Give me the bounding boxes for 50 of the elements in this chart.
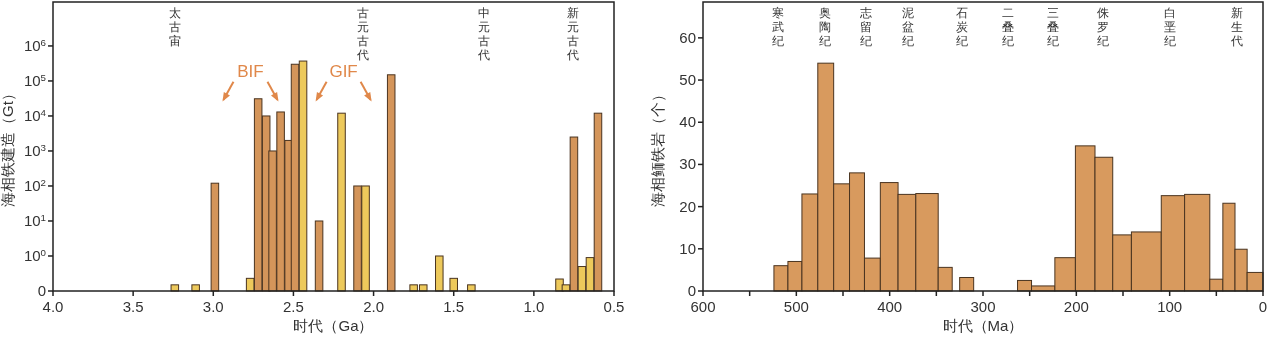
- annotation: 寒武纪: [772, 6, 785, 48]
- y-tick-label: 10$^{2}$: [23, 176, 46, 194]
- x-tick-label: 0.5: [603, 298, 625, 315]
- x-tick-label: 200: [1063, 298, 1089, 315]
- y-tick-label: 60: [679, 28, 696, 46]
- annotation: GIF: [329, 62, 358, 82]
- x-tick-label: 3.0: [202, 298, 224, 315]
- y-axis-title: 海相鲕铁岩（个）: [648, 86, 666, 207]
- x-tick-label: 3.5: [122, 298, 144, 315]
- x-axis-title: 时代（Ga）: [293, 317, 374, 334]
- y-tick-label: 10$^{5}$: [23, 71, 47, 89]
- y-tick-label: 10: [679, 239, 696, 257]
- annotation: 中元古代: [476, 6, 490, 62]
- x-axis-title: 时代（Ma）: [942, 317, 1024, 334]
- y-tick-label: 10$^{3}$: [23, 141, 46, 159]
- y-tick-label: 0: [687, 282, 696, 299]
- x-tick-label: 1.0: [523, 298, 545, 315]
- annotation: 志留纪: [859, 6, 872, 48]
- annotation: 奥陶纪: [819, 6, 832, 48]
- x-tick-label: 2.5: [283, 298, 304, 315]
- y-tick-label: 10$^{0}$: [23, 246, 47, 264]
- annotation: 侏罗纪: [1096, 6, 1109, 48]
- y-tick-label: 0: [37, 282, 46, 299]
- x-tick-label: 500: [783, 298, 809, 315]
- annotation: 太古宙: [168, 6, 181, 48]
- annotation: 白垩纪: [1164, 6, 1177, 48]
- y-axis-title: 海相铁建造（Gt）: [0, 86, 16, 207]
- y-tick-label: 40: [679, 113, 696, 131]
- y-tick-label: 10$^{4}$: [23, 106, 47, 124]
- y-tick-label: 10$^{1}$: [23, 211, 46, 229]
- annotation: 石炭纪: [956, 6, 969, 48]
- x-tick-label: 0: [1258, 298, 1268, 315]
- x-tick-label: 300: [970, 298, 996, 315]
- annotation: 新元古代: [566, 6, 580, 62]
- annotation: BIF: [237, 62, 264, 82]
- y-tick-label: 10$^{6}$: [23, 36, 46, 54]
- y-tick-label: 50: [679, 71, 696, 89]
- annotation: 二叠纪: [1002, 6, 1015, 48]
- x-tick-label: 100: [1157, 298, 1183, 315]
- x-tick-label: 400: [877, 298, 903, 315]
- x-tick-label: 4.0: [42, 298, 64, 315]
- x-tick-label: 600: [690, 298, 716, 315]
- y-tick-label: 30: [679, 155, 696, 173]
- annotation: 新生代: [1230, 6, 1244, 48]
- annotation: 泥盆纪: [901, 6, 914, 48]
- annotation: 三叠纪: [1047, 6, 1059, 48]
- x-tick-label: 2.0: [363, 298, 384, 315]
- annotation: 古元古代: [356, 6, 370, 62]
- y-tick-label: 20: [679, 197, 696, 215]
- x-tick-label: 1.5: [443, 298, 465, 315]
